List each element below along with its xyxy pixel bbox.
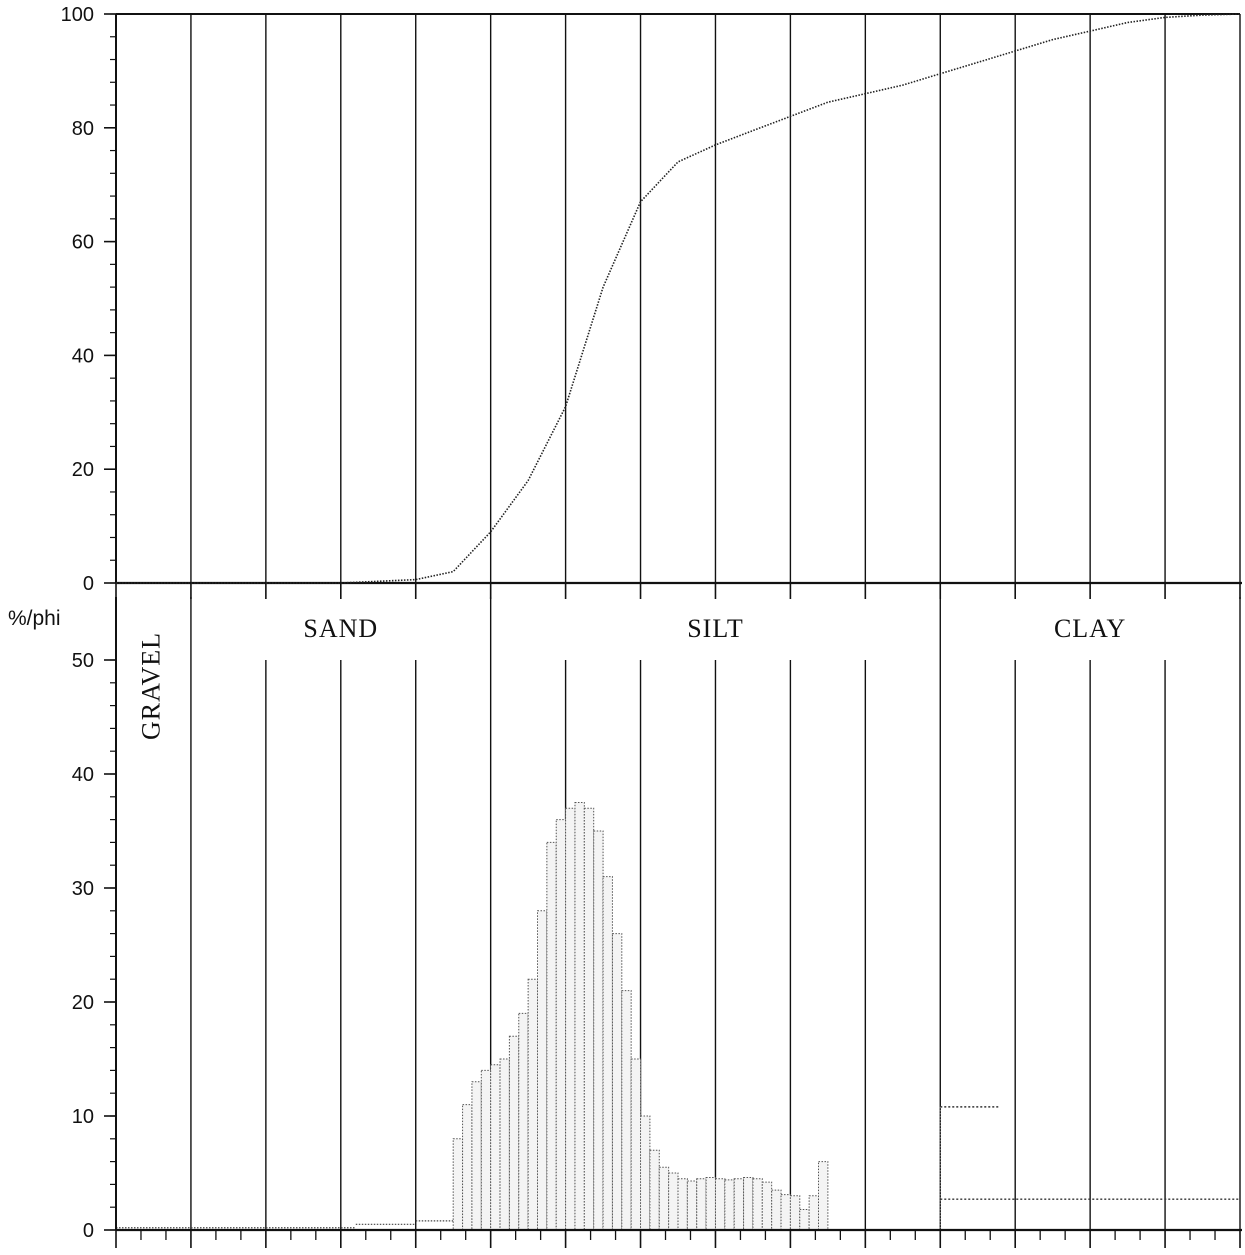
histogram-bar	[508, 1035, 520, 1231]
histogram-bar	[462, 1104, 473, 1231]
bottom-y-tick-label: 20	[72, 992, 94, 1014]
histogram-bar	[733, 1178, 745, 1231]
top-y-tick-label: 0	[83, 573, 94, 595]
top-y-tick-label: 20	[72, 459, 94, 481]
bottom-y-ticks: 0 10 20 30 40 50	[72, 650, 116, 1242]
histogram-bar	[555, 819, 567, 1231]
histogram-bar	[696, 1178, 707, 1231]
histogram-bar	[743, 1177, 754, 1231]
histogram-bar	[714, 1178, 726, 1231]
histogram-bar	[724, 1179, 735, 1231]
histogram-bar	[480, 1069, 492, 1231]
bottom-panel: 0 10 20 30 40 50 GRAVEL SAND SILT CLAY %/phi	[8, 597, 1242, 1248]
histogram-bar	[565, 807, 576, 1231]
histogram-bar	[677, 1178, 688, 1231]
histogram-bar	[490, 1064, 501, 1231]
histogram-bar	[593, 830, 604, 1231]
histogram-bar	[499, 1058, 510, 1231]
top-grid-lines	[190, 14, 1241, 583]
histogram-bar	[705, 1177, 716, 1231]
histogram-bar	[611, 933, 623, 1231]
histogram-bar	[771, 1189, 782, 1231]
histogram-bar	[471, 1081, 482, 1231]
top-axes	[115, 13, 1242, 599]
histogram-bar	[518, 1012, 529, 1231]
class-label-clay: CLAY	[1054, 614, 1126, 643]
y-unit-label: %/phi	[8, 607, 61, 630]
histogram-bar	[574, 802, 585, 1231]
histogram-bar	[808, 1195, 820, 1231]
bottom-y-tick-label: 50	[72, 650, 94, 672]
top-y-tick-label: 80	[72, 118, 94, 140]
histogram-bar	[649, 1149, 660, 1231]
top-y-tick-label: 60	[72, 232, 94, 254]
top-y-ticks: 0 20 40 60 80 100	[61, 4, 116, 595]
histogram-bar	[527, 978, 539, 1231]
bottom-y-tick-label: 40	[72, 764, 94, 786]
histogram-bar	[546, 841, 557, 1231]
top-panel: 0 20 40 60 80 100	[61, 4, 1242, 599]
histogram-bar	[452, 1138, 464, 1231]
bottom-y-tick-label: 0	[83, 1220, 94, 1242]
top-y-tick-label: 100	[61, 4, 94, 26]
histogram-bar	[537, 910, 548, 1231]
cumulative-curve	[116, 13, 1241, 584]
class-label-gravel: GRAVEL	[136, 632, 165, 740]
histogram-bar	[658, 1166, 670, 1231]
histogram-bar	[780, 1194, 791, 1231]
class-label-sand: SAND	[303, 614, 378, 643]
class-label-silt: SILT	[687, 614, 744, 643]
bottom-y-tick-label: 30	[72, 878, 94, 900]
histogram-bar	[686, 1180, 698, 1231]
histogram-bar	[583, 807, 595, 1231]
histogram-bars	[116, 802, 1240, 1231]
histogram-bar	[621, 990, 632, 1231]
histogram-bar	[668, 1172, 679, 1231]
histogram-bar	[640, 1115, 651, 1231]
histogram-bar	[789, 1195, 801, 1231]
histogram-bar	[818, 1161, 829, 1231]
bottom-grid-lines	[190, 597, 1241, 1230]
histogram-bar	[602, 876, 613, 1231]
histogram-bar	[799, 1208, 810, 1231]
class-labels: GRAVEL SAND SILT CLAY	[136, 614, 1126, 740]
bottom-y-tick-label: 10	[72, 1106, 94, 1128]
top-y-tick-label: 40	[72, 345, 94, 367]
histogram-bar	[630, 1058, 642, 1231]
bottom-axes	[115, 597, 1242, 1248]
histogram-bar	[761, 1181, 773, 1231]
cumulative-series-line	[116, 13, 1241, 584]
histogram-bar	[752, 1178, 763, 1231]
